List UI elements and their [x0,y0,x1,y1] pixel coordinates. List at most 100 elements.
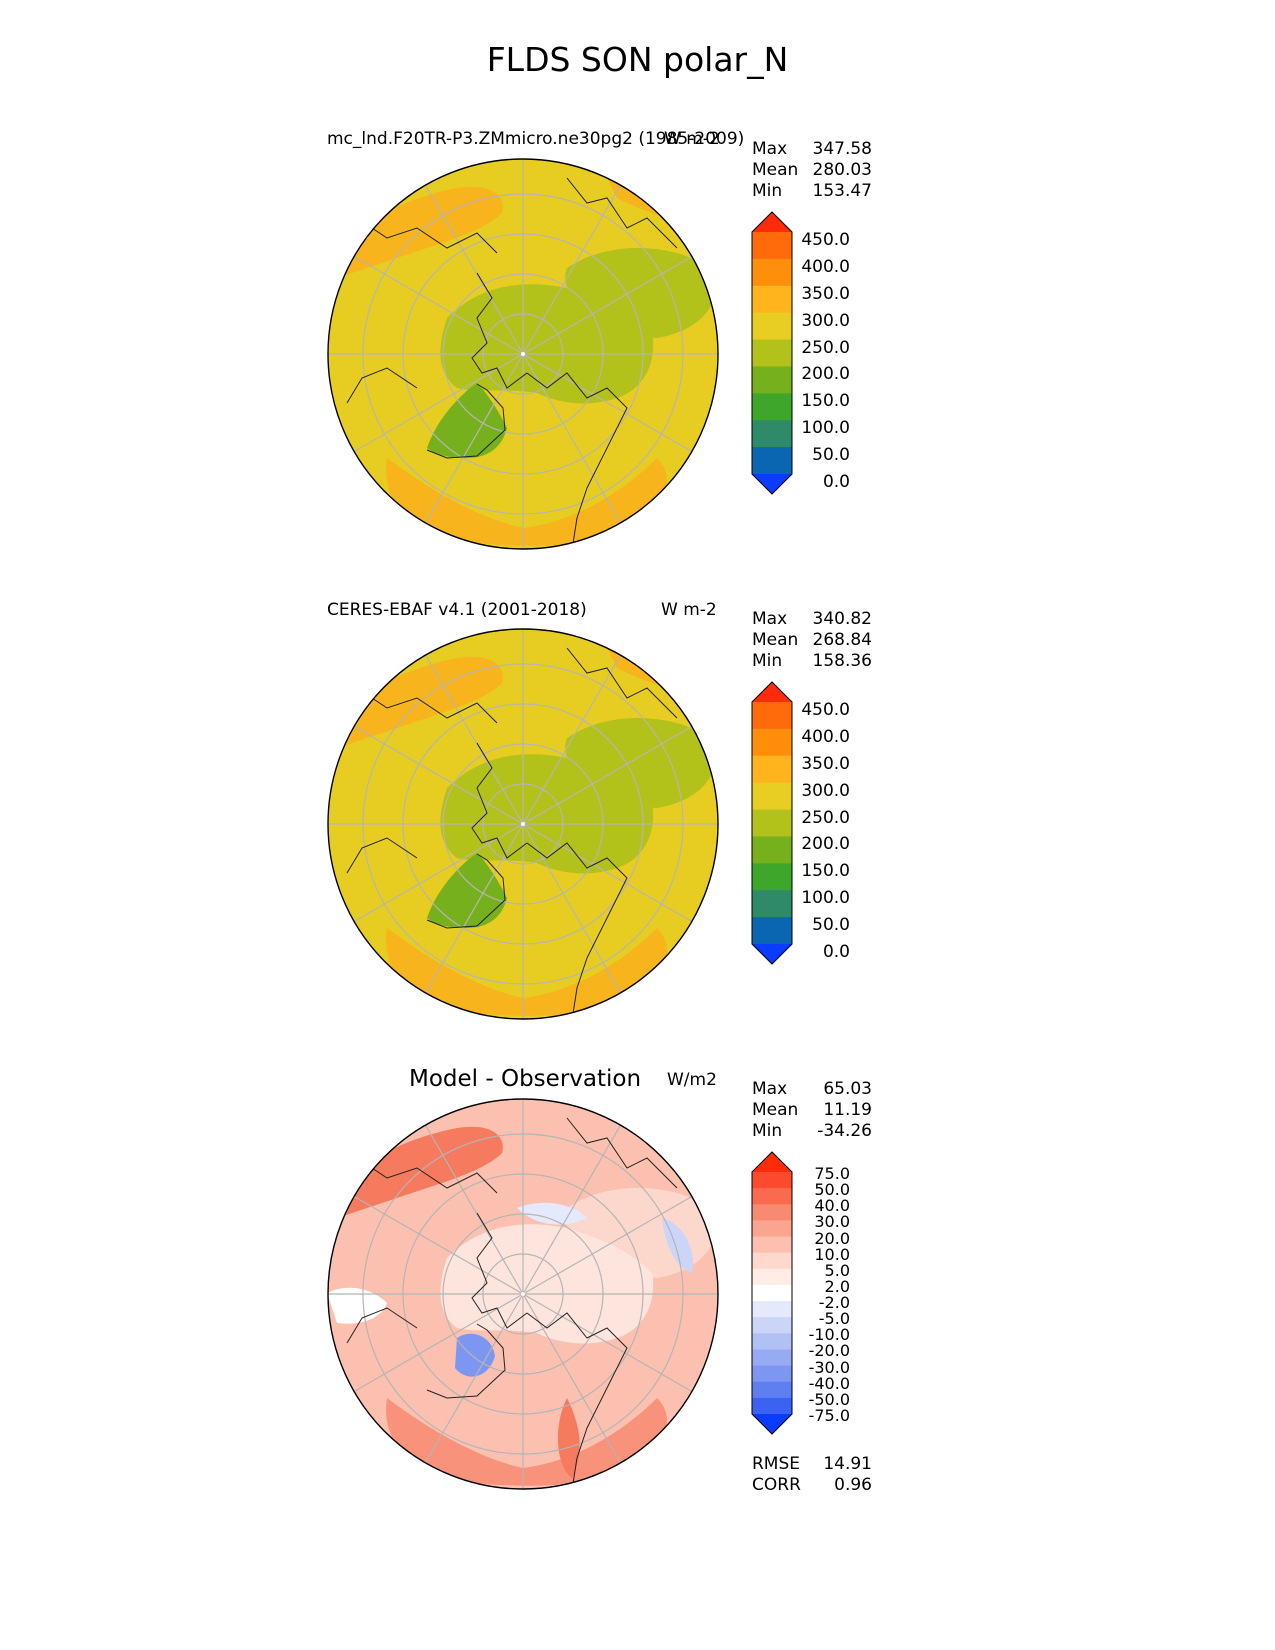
meridian-30 [522,823,693,923]
test-colorbar-tick-label: 350.0 [801,283,850,304]
panel-ref-mean-label: Mean [752,630,799,650]
ref-colorbar-segment-2 [752,728,792,757]
field-negative-north [517,1202,587,1225]
coastline-coast4 [346,1307,418,1344]
panel-test-min-label: Min [752,181,783,201]
field-europe-warm [337,186,503,278]
latitude-circle-3 [402,703,644,945]
diff-colorbar-tick-label: 2.0 [824,1276,850,1296]
field-siberia [565,718,717,808]
ref-colorbar-outline [751,681,793,965]
field-arctic-ocean [440,754,654,874]
meridian-300 [522,1124,622,1295]
coastline-coast1 [471,1212,528,1329]
field-arctic [440,1224,654,1344]
diff-colorbar-segment-1 [752,1172,792,1189]
meridian-60 [522,823,622,994]
test-colorbar-segment-4 [752,312,792,341]
diff-colorbar-segment-3 [752,1204,792,1221]
ref-colorbar-extend-max [752,682,792,702]
coastline-coast2 [526,372,628,429]
panel-test-title: mc_lnd.F20TR-P3.ZMmicro.ne30pg2 (1985-20… [327,129,745,149]
diff-colorbar-tick-label: 10.0 [814,1244,850,1264]
figure-title: FLDS SON polar_N [486,40,789,79]
meridian-150 [353,353,524,453]
north-pole-marker [521,352,525,356]
meridian-30 [522,353,693,453]
coastline-coast5 [356,687,498,724]
ref-colorbar-tick-label: 50.0 [812,915,850,936]
coastline-coast7 [426,1323,506,1399]
panel-ref-max-label: Max [752,609,788,629]
panel-diff-max-label: Max [752,1079,788,1099]
latitude-circle-1 [482,1253,564,1335]
diff-colorbar-tick-label: -10.0 [808,1325,850,1345]
panel-ref-colorbar [751,681,793,965]
ref-colorbar-extend-min [752,944,792,964]
diff-colorbar-segment-2 [752,1188,792,1205]
coastline-coast3 [571,897,618,1019]
diff-colorbar-tick-label: -5.0 [818,1309,850,1329]
coastlines [346,1117,678,1489]
meridian-240 [424,1124,524,1295]
ref-colorbar-tick-label: 0.0 [822,942,850,962]
diff-colorbar-segment-9 [752,1301,792,1318]
field-scandinavia-high [557,1398,580,1478]
map-border [327,628,719,1020]
diff-colorbar-tick-label: 20.0 [814,1228,850,1248]
ref-colorbar-segment-6 [752,836,792,864]
coastline-coast1 [471,272,528,389]
test-colorbar-tick-label: 400.0 [801,256,850,277]
panel-diff-max-value: 65.03 [823,1079,872,1099]
coastline-coast5 [356,217,498,254]
meridian-210 [353,1195,524,1295]
ref-colorbar-segment-7 [752,863,792,891]
coastline-coast1 [471,742,528,859]
field-europe-high [337,1126,503,1218]
ref-colorbar-segment-1 [752,702,792,730]
panel-ref-title: CERES-EBAF v4.1 (2001-2018) [327,600,587,620]
meridian-330 [522,1195,693,1295]
latitude-circle-2 [442,1213,604,1375]
ref-colorbar-segment-8 [752,890,792,918]
panel-test-polar-map [327,158,719,550]
graticule [328,629,718,1019]
meridian-120 [424,1293,524,1464]
test-colorbar-tick-label: 250.0 [801,337,850,358]
test-colorbar-segment-8 [752,420,792,448]
panel-diff-polar-map [327,1098,719,1490]
meridian-120 [424,353,524,524]
panel-test-max-value: 347.58 [812,139,872,159]
meridian-60 [522,1293,622,1464]
field-northeast-warm [597,159,718,222]
coastline-coast5 [356,1157,498,1194]
panel-test-mean-value: 280.03 [812,160,872,180]
test-colorbar-segment-6 [752,366,792,394]
panel-diff-title: Model - Observation [409,1066,642,1092]
test-colorbar-segment-1 [752,232,792,260]
coastline-coast3 [571,1367,618,1489]
panel-diff-min-label: Min [752,1121,783,1141]
test-colorbar-segment-3 [752,285,792,314]
meridian-240 [424,184,524,355]
diff-colorbar-tick-label: 5.0 [824,1260,850,1280]
coastline-coast7 [426,383,506,459]
panel-ref-min-value: 158.36 [812,651,872,671]
meridian-30 [522,1293,693,1393]
ref-colorbar-segment-3 [752,755,792,784]
diff-colorbar-segment-14 [752,1381,792,1399]
test-colorbar-tick-label: 50.0 [812,445,850,466]
diff-colorbar-extend-min [752,1414,792,1434]
diff-colorbar-segment-10 [752,1317,792,1334]
coastline-coast4 [346,837,418,874]
test-colorbar-extend-max [752,212,792,232]
coastline-coast4 [346,367,418,404]
coastline-coast6 [566,647,678,719]
coastline-coast7 [426,853,506,929]
diff-colorbar-segment-12 [752,1349,792,1367]
meridian-150 [353,823,524,923]
panel-diff-mean-label: Mean [752,1100,799,1120]
diff-colorbar-tick-label: -40.0 [808,1373,850,1393]
